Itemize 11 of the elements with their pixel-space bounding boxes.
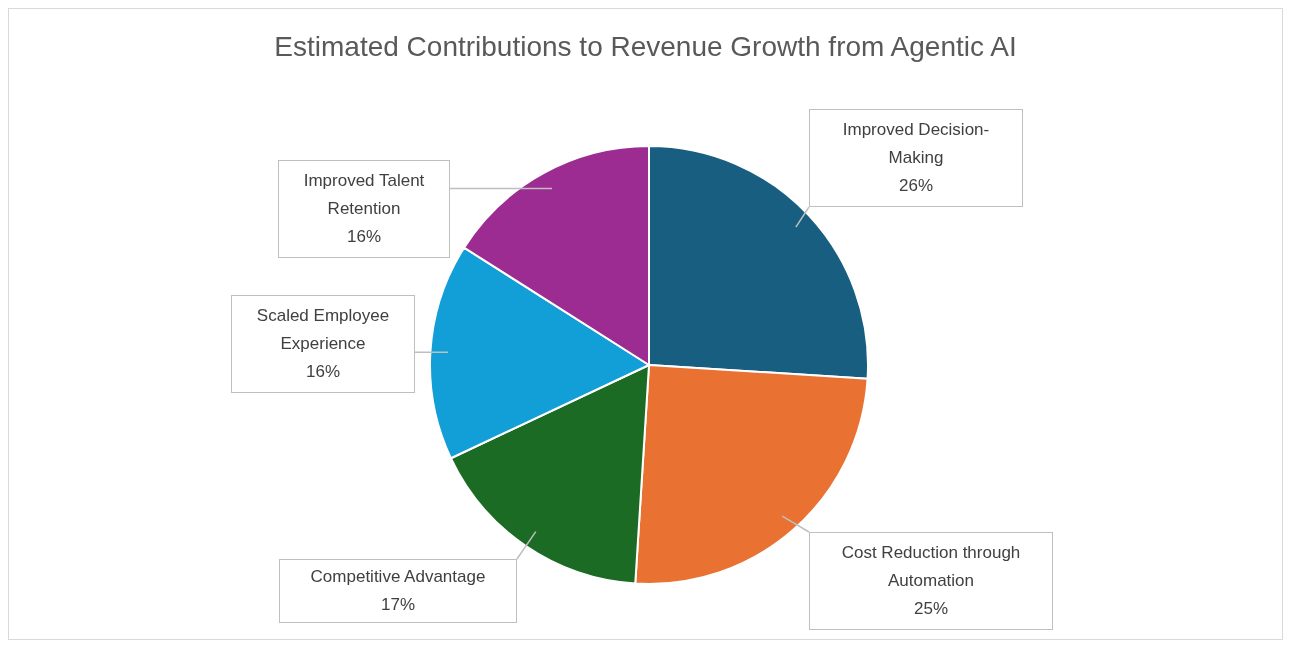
slice-label: Improved Decision-Making — [841, 119, 991, 169]
slice-label: Improved Talent Retention — [302, 170, 426, 220]
chart-title: Estimated Contributions to Revenue Growth from Agentic AI — [273, 31, 1018, 63]
data-label: 25% — [913, 598, 949, 620]
data-label: 16% — [346, 226, 382, 248]
data-label: 26% — [898, 175, 934, 197]
slice-label: Competitive Advantage — [310, 566, 486, 588]
data-label: 17% — [380, 594, 416, 616]
slice-label: Scaled Employee Experience — [255, 305, 391, 355]
data-label: 16% — [305, 361, 341, 383]
slice-label: Cost Reduction through Automation — [840, 542, 1022, 592]
